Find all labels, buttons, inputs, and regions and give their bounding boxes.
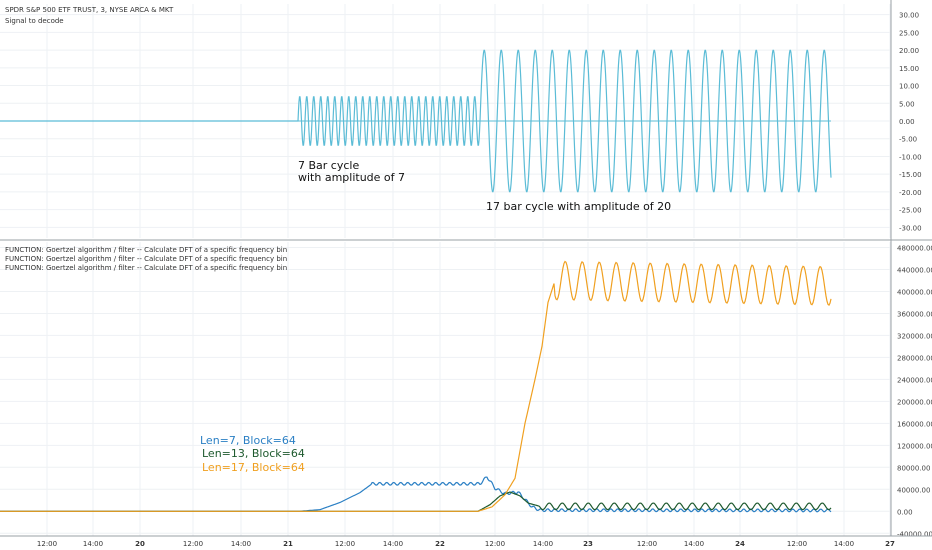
legend-len13: Len=13, Block=64: [202, 447, 305, 460]
annotation-17-bar-cycle: 17 bar cycle with amplitude of 20: [486, 200, 672, 213]
y-tick-label-bottom: 40000.00: [897, 486, 930, 494]
y-tick-label-top: 10.00: [899, 83, 919, 91]
x-tick-label: 12:00: [37, 540, 57, 548]
y-tick-label-bottom: 80000.00: [897, 464, 930, 472]
y-tick-label-bottom: 400000.00: [897, 288, 932, 296]
goertzel-line-3: [0, 260, 832, 512]
x-tick-label: 12:00: [485, 540, 505, 548]
signal-indicator-title: Signal to decode: [5, 17, 64, 25]
x-tick-label: 12:00: [183, 540, 203, 548]
y-tick-label-bottom: 200000.00: [897, 398, 932, 406]
x-tick-label: 12:00: [335, 540, 355, 548]
y-tick-label-bottom: 480000.00: [897, 244, 932, 252]
x-tick-label: 24: [735, 540, 745, 548]
x-tick-label: 14:00: [533, 540, 553, 548]
y-tick-label-top: 15.00: [899, 65, 919, 73]
y-tick-label-top: -30.00: [899, 224, 922, 232]
x-tick-label: 12:00: [637, 540, 657, 548]
y-tick-label-top: -5.00: [899, 136, 917, 144]
y-tick-label-bottom: 160000.00: [897, 420, 932, 428]
y-tick-label-top: 30.00: [899, 12, 919, 20]
annotation-7-bar-cycle: 7 Bar cycle with amplitude of 7: [298, 159, 406, 184]
x-tick-label: 21: [283, 540, 293, 548]
x-tick-label: 12:00: [787, 540, 807, 548]
y-tick-label-top: -20.00: [899, 189, 922, 197]
y-tick-label-bottom: 360000.00: [897, 310, 932, 318]
y-tick-label-bottom: 240000.00: [897, 376, 932, 384]
y-tick-label-top: 5.00: [899, 100, 915, 108]
y-tick-label-bottom: -40000.00: [897, 530, 932, 538]
y-tick-label-bottom: 440000.00: [897, 266, 932, 274]
goertzel-line-2: [0, 491, 832, 512]
y-tick-label-top: 20.00: [899, 47, 919, 55]
goertzel-line-1: [0, 476, 832, 513]
y-tick-label-bottom: 0.00: [897, 508, 913, 516]
goertzel-title-3: FUNCTION: Goertzel algorithm / filter --…: [5, 264, 288, 272]
y-tick-label-top: -15.00: [899, 171, 922, 179]
x-tick-label: 14:00: [684, 540, 704, 548]
symbol-title: SPDR S&P 500 ETF TRUST, 3, NYSE ARCA & M…: [5, 6, 174, 14]
y-tick-label-top: 0.00: [899, 118, 915, 126]
x-tick-label: 14:00: [83, 540, 103, 548]
x-tick-label: 20: [135, 540, 145, 548]
y-tick-label-bottom: 320000.00: [897, 332, 932, 340]
legend-len7: Len=7, Block=64: [200, 434, 296, 447]
x-tick-label: 14:00: [834, 540, 854, 548]
y-tick-label-top: -25.00: [899, 207, 922, 215]
y-tick-label-top: 25.00: [899, 29, 919, 37]
x-tick-label: 22: [435, 540, 445, 548]
signal-line: [0, 49, 832, 193]
goertzel-title-1: FUNCTION: Goertzel algorithm / filter --…: [5, 246, 288, 254]
y-tick-label-bottom: 120000.00: [897, 442, 932, 450]
y-tick-label-bottom: 280000.00: [897, 354, 932, 362]
goertzel-title-2: FUNCTION: Goertzel algorithm / filter --…: [5, 255, 288, 263]
x-tick-label: 27: [885, 540, 895, 548]
x-tick-label: 14:00: [231, 540, 251, 548]
legend-len17: Len=17, Block=64: [202, 461, 305, 474]
x-tick-label: 23: [583, 540, 593, 548]
x-tick-label: 14:00: [383, 540, 403, 548]
y-tick-label-top: -10.00: [899, 153, 922, 161]
